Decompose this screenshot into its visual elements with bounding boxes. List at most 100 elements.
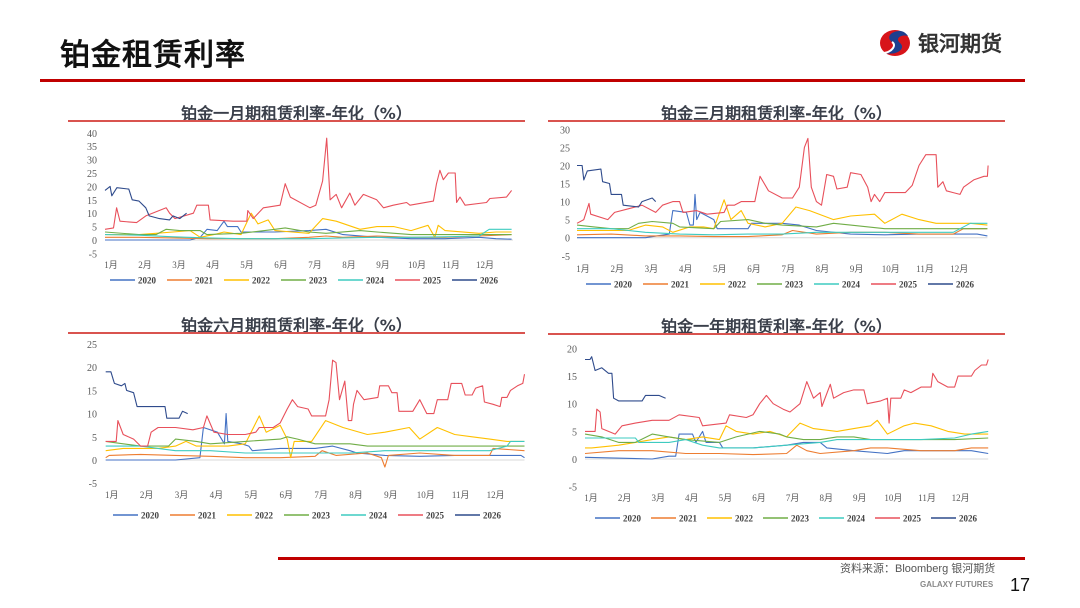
- legend-label-2024: 2024: [369, 511, 388, 521]
- logo-text: 银河期货: [918, 32, 1002, 56]
- x-tick-label: 2月: [618, 493, 632, 503]
- x-tick-label: 6月: [274, 260, 288, 270]
- footer-logo-text: GALAXY FUTURES: [920, 580, 994, 589]
- y-tick-label: 10: [87, 209, 97, 220]
- legend-label-2023: 2023: [312, 511, 331, 521]
- chart-title-rule: [68, 120, 525, 122]
- y-tick-label: 0: [565, 234, 570, 245]
- x-tick-label: 6月: [752, 493, 766, 503]
- series-line-2026: [104, 185, 187, 221]
- legend-label-2023: 2023: [785, 280, 804, 290]
- chart-title-3m: 铂金三月期租赁利率-年化（%）: [661, 104, 892, 123]
- page-title: 铂金租赁利率: [60, 38, 246, 73]
- x-tick-label: 12月: [476, 260, 494, 270]
- series-line-2022: [105, 212, 512, 238]
- series-line-2025: [105, 359, 526, 447]
- chart-title-rule: [548, 333, 1005, 335]
- legend-label-2021: 2021: [671, 280, 690, 290]
- series-line-2024: [104, 228, 512, 240]
- legend-label-2024: 2024: [842, 280, 861, 290]
- x-tick-label: 5月: [719, 493, 733, 503]
- series-line-2023: [105, 436, 525, 447]
- x-tick-label: 5月: [240, 260, 254, 270]
- y-tick-label: 20: [87, 363, 97, 374]
- x-tick-label: 2月: [138, 260, 152, 270]
- x-tick-label: 12月: [487, 490, 505, 500]
- x-tick-label: 11月: [442, 260, 460, 270]
- x-tick-label: 4月: [206, 260, 220, 270]
- series-line-2025: [585, 359, 989, 435]
- legend-label-2026: 2026: [959, 514, 978, 524]
- x-tick-label: 10月: [408, 260, 426, 270]
- y-tick-label: 20: [567, 344, 577, 355]
- series-line-2023: [576, 219, 988, 230]
- chart-title-1m: 铂金一月期租赁利率-年化（%）: [181, 104, 412, 123]
- legend-label-2021: 2021: [198, 511, 217, 521]
- series-line-2025: [104, 137, 513, 230]
- x-tick-label: 2月: [140, 490, 154, 500]
- series-line-2023: [104, 227, 512, 236]
- x-tick-label: 3月: [175, 490, 189, 500]
- legend-label-2022: 2022: [255, 511, 274, 521]
- y-tick-label: 5: [565, 216, 570, 227]
- y-tick-label: 30: [560, 125, 570, 136]
- company-logo: 银河期货: [878, 28, 1002, 58]
- legend-label-2025: 2025: [903, 514, 922, 524]
- x-tick-label: 10月: [882, 264, 900, 274]
- series-line-2020: [105, 220, 512, 241]
- chart-title-6m: 铂金六月期租赁利率-年化（%）: [181, 316, 412, 335]
- series-line-2022: [577, 199, 988, 233]
- legend-label-2024: 2024: [847, 514, 866, 524]
- x-tick-label: 6月: [747, 264, 761, 274]
- legend-label-2023: 2023: [791, 514, 810, 524]
- x-tick-label: 3月: [651, 493, 665, 503]
- legend-label-2025: 2025: [426, 511, 445, 521]
- y-tick-label: 10: [87, 410, 97, 421]
- x-tick-label: 4月: [210, 490, 224, 500]
- series-line-2021: [584, 444, 989, 456]
- series-line-2026: [105, 371, 188, 419]
- y-tick-label: 10: [567, 400, 577, 411]
- legend-label-2024: 2024: [366, 276, 385, 286]
- x-tick-label: 11月: [918, 493, 936, 503]
- series-line-2020: [577, 193, 988, 239]
- legend-label-2026: 2026: [480, 276, 499, 286]
- y-tick-label: 0: [572, 455, 577, 466]
- series-line-2022: [105, 415, 525, 459]
- x-tick-label: 2月: [610, 264, 624, 274]
- x-tick-label: 7月: [781, 264, 795, 274]
- series-line-2025: [576, 137, 989, 224]
- y-tick-label: 40: [87, 129, 97, 140]
- legend-label-2020: 2020: [141, 511, 160, 521]
- x-tick-label: 7月: [308, 260, 322, 270]
- x-tick-label: 5月: [713, 264, 727, 274]
- y-tick-label: -5: [569, 483, 577, 494]
- x-tick-label: 8月: [349, 490, 363, 500]
- chart-title-rule: [548, 120, 1005, 122]
- series-line-2024: [577, 222, 988, 236]
- x-tick-label: 5月: [245, 490, 259, 500]
- series-line-2021: [105, 447, 525, 468]
- y-tick-label: 15: [560, 180, 570, 191]
- x-tick-label: 11月: [452, 490, 470, 500]
- x-tick-label: 11月: [916, 264, 934, 274]
- y-tick-label: 20: [87, 182, 97, 193]
- y-tick-label: 10: [560, 198, 570, 209]
- x-tick-label: 3月: [645, 264, 659, 274]
- legend-label-2021: 2021: [195, 276, 214, 286]
- x-tick-label: 4月: [679, 264, 693, 274]
- y-tick-label: 15: [87, 196, 97, 207]
- legend-label-2020: 2020: [614, 280, 633, 290]
- header-divider: [40, 79, 1025, 82]
- y-tick-label: -5: [89, 479, 97, 490]
- x-tick-label: 1月: [105, 490, 119, 500]
- source-note: 资料来源：Bloomberg 银河期货: [840, 563, 996, 575]
- legend-label-2022: 2022: [735, 514, 754, 524]
- x-tick-label: 3月: [172, 260, 186, 270]
- x-tick-label: 12月: [950, 264, 968, 274]
- chart-title-1y: 铂金一年期租赁利率-年化（%）: [661, 317, 892, 336]
- y-tick-label: 25: [560, 143, 570, 154]
- page-number: 17: [1010, 575, 1031, 595]
- y-tick-label: -5: [89, 249, 97, 260]
